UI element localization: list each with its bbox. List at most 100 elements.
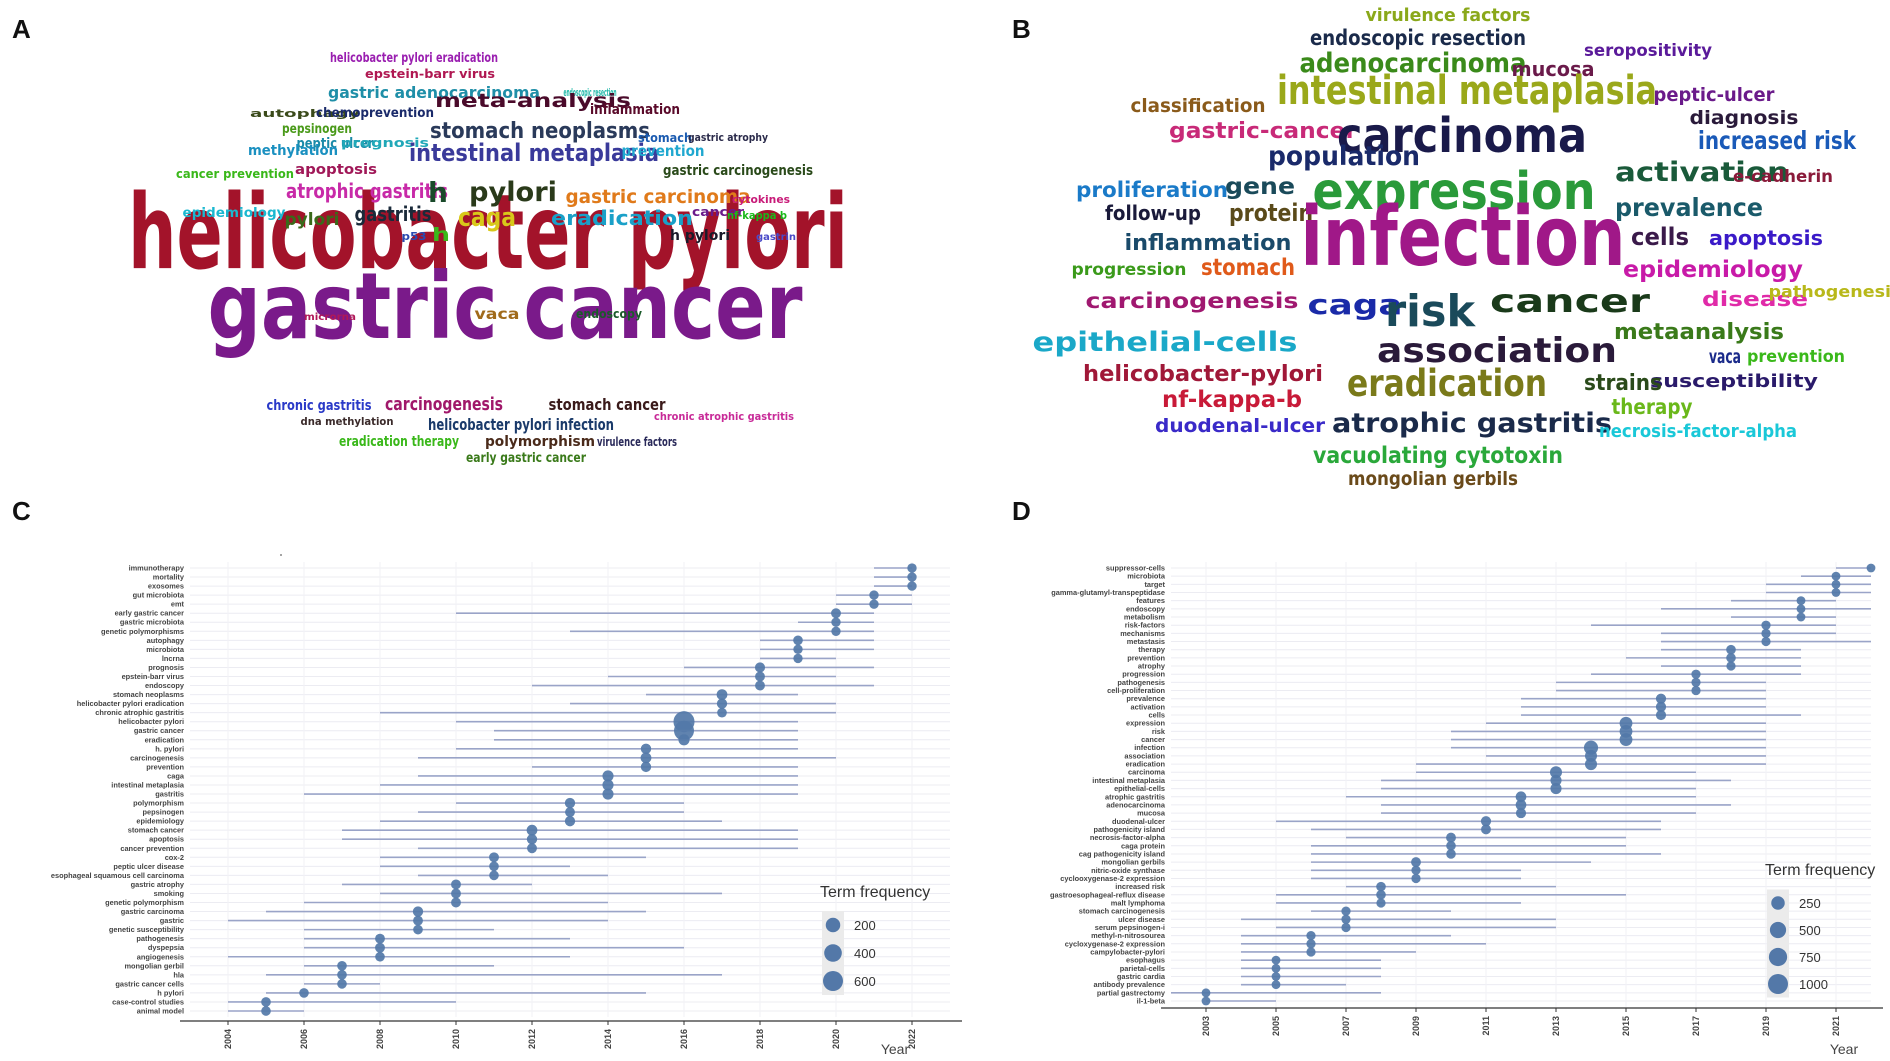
y-tick-label: stomach cancer (128, 826, 184, 835)
term-point-carcinogenesis (640, 752, 652, 764)
y-tick-label: stomach carcinogenesis (1079, 907, 1165, 916)
panel-label-a: A (12, 14, 31, 44)
y-tick-label: cag pathogenicity island (1079, 849, 1166, 858)
term-point-genetic-polymorphism (451, 897, 461, 908)
word-gastric-carcinoma-a25: gastric carcinoma (566, 186, 751, 208)
y-tick-label: chronic atrophic gastritis (95, 708, 184, 717)
term-point-atrophy (1726, 661, 1736, 671)
word-autophagy-a6: autophagy (250, 107, 361, 120)
word-h-a35: h (432, 224, 450, 246)
y-tick-label: intestinal metaplasia (111, 780, 185, 789)
y-tick-label: duodenal-ulcer (1112, 817, 1165, 826)
term-point-pathogenesis (1691, 677, 1701, 688)
word-helicobacter-pylori-infection-a45: helicobacter pylori infection (428, 415, 614, 434)
word-gene-b16: gene (1225, 174, 1295, 200)
y-tick-label: campylobacter-pylori (1090, 947, 1165, 956)
legend-value: 200 (854, 918, 876, 933)
y-tick-label: increased risk (1115, 882, 1166, 891)
word-infection-b24: infection (1301, 190, 1626, 285)
term-point-gamma-glutamyl-transpeptidase (1831, 588, 1841, 597)
y-tick-label: carcinogenesis (130, 753, 184, 762)
term-point-partial-gastrectomy (1201, 988, 1211, 998)
word-gastric-atrophy-a14: gastric atrophy (688, 131, 769, 144)
word-atrophic-gastritis-b46: atrophic gastritis (1332, 408, 1612, 439)
term-point-metabolism (1796, 612, 1806, 622)
word-carcinogenesis-b28: carcinogenesis (1086, 289, 1299, 313)
term-point-gastric-carcinoma (412, 906, 424, 917)
word-helicobacter-pylori-b39: helicobacter-pylori (1083, 362, 1323, 387)
word-stomach-a13: stomach (638, 131, 692, 145)
x-tick-label: 2007 (1341, 1016, 1351, 1036)
word-proliferation-b15: proliferation (1076, 178, 1228, 202)
y-tick-label: hla (173, 970, 185, 979)
word-therapy-b44: therapy (1612, 395, 1693, 419)
word-virulence-factors-a49: virulence factors (597, 435, 677, 449)
word-epithelial-cells-b34: epithelial-cells (1033, 327, 1298, 358)
term-point-cell-proliferation (1691, 685, 1701, 696)
y-tick-label: genetic polymorphisms (101, 627, 184, 636)
term-point-mongolian-gerbils (1411, 857, 1421, 868)
word-inflammation-a9: inflammation (590, 102, 680, 118)
term-point-methyl-n-nitrosourea (1306, 931, 1316, 941)
term-point-stomach-neoplasms (716, 689, 728, 700)
term-point-microbiota (793, 644, 803, 655)
word-activation-b13: activation (1615, 157, 1789, 188)
x-axis-title: Year (881, 1041, 910, 1057)
legend-key-circle (1768, 974, 1788, 994)
term-point-carcinoma (1549, 766, 1563, 779)
term-point-gastric-cardia (1271, 972, 1281, 981)
word-gastritis-a29: gastritis (355, 202, 432, 226)
word-gastric-adenocarcinoma-a4: gastric adenocarcinoma (328, 83, 540, 102)
word-susceptibility-b40: susceptibility (1650, 371, 1819, 392)
x-tick-label: 2009 (1411, 1016, 1421, 1036)
term-point-polymorphism (564, 797, 576, 809)
y-tick-label: endoscopy (1126, 604, 1166, 613)
term-point-caga-protein (1446, 840, 1456, 851)
y-tick-label: partial gastrectomy (1097, 988, 1166, 997)
y-tick-label: helicobacter pylori (118, 717, 184, 726)
term-point-esophagus (1271, 955, 1281, 965)
y-tick-label: cycloxygenase-2 expression (1065, 939, 1166, 948)
term-point-peptic-ulcer-disease (489, 861, 499, 872)
y-tick-label: atrophy (1138, 662, 1166, 671)
word-gastric-cancer-a1: gastric cancer (208, 253, 803, 360)
term-point-apoptosis (526, 834, 538, 845)
y-tick-label: parietal-cells (1120, 964, 1165, 973)
word-h-a23: h (428, 176, 448, 209)
x-tick-label: 2014 (603, 1029, 613, 1049)
term-point-autophagy (793, 635, 803, 646)
term-point-adenocarcinoma (1515, 799, 1527, 811)
word-chemoprevention-a7: chemoprevention (316, 106, 434, 121)
legend-title: Term frequency (820, 884, 930, 901)
legend-key-circle (1768, 947, 1788, 967)
word-cancer-a32: cancer (692, 205, 745, 219)
word-gastric-carcinogenesis-a21: gastric carcinogenesis (663, 163, 813, 179)
y-tick-label: infection (1134, 743, 1165, 752)
term-point-necrosis-factor-alpha (1446, 832, 1456, 843)
term-point-gastroesophageal-reflux-disease (1376, 889, 1386, 900)
y-tick-label: features (1136, 596, 1165, 605)
word-vaca-a39: vaca (475, 305, 520, 323)
term-point-mucosa (1515, 808, 1527, 819)
y-tick-label: epithelial-cells (1114, 784, 1165, 793)
term-point-antibody-prevalence (1271, 980, 1281, 990)
word-carcinoma-b10: carcinoma (1337, 108, 1587, 164)
y-tick-label: methyl-n-nitrosourea (1091, 931, 1166, 940)
y-tick-label: necrosis-factor-alpha (1090, 833, 1166, 842)
y-tick-label: epidemiology (136, 817, 185, 826)
term-point-ulcer-disease (1341, 914, 1351, 924)
y-tick-label: angiogenesis (137, 952, 184, 961)
term-point-h-pylori (640, 743, 652, 754)
term-point-epstein-barr-virus (755, 671, 765, 682)
x-tick-label: 2010 (451, 1029, 461, 1049)
term-point-mechanisms (1761, 628, 1771, 638)
y-tick-label: risk (1152, 727, 1166, 736)
word-peptic-ulcer-b7: peptic-ulcer (1654, 84, 1776, 106)
word-caga-a30: caga (458, 203, 516, 233)
word-peptic-ulcer-a11: peptic ulcer (297, 136, 375, 152)
word-helicobacter-pylori-eradication-a2: helicobacter pylori eradication (330, 51, 498, 66)
stray-dot (280, 554, 282, 556)
y-tick-label: il-1-beta (1137, 997, 1166, 1006)
y-tick-label: mongolian gerbils (1101, 858, 1165, 867)
